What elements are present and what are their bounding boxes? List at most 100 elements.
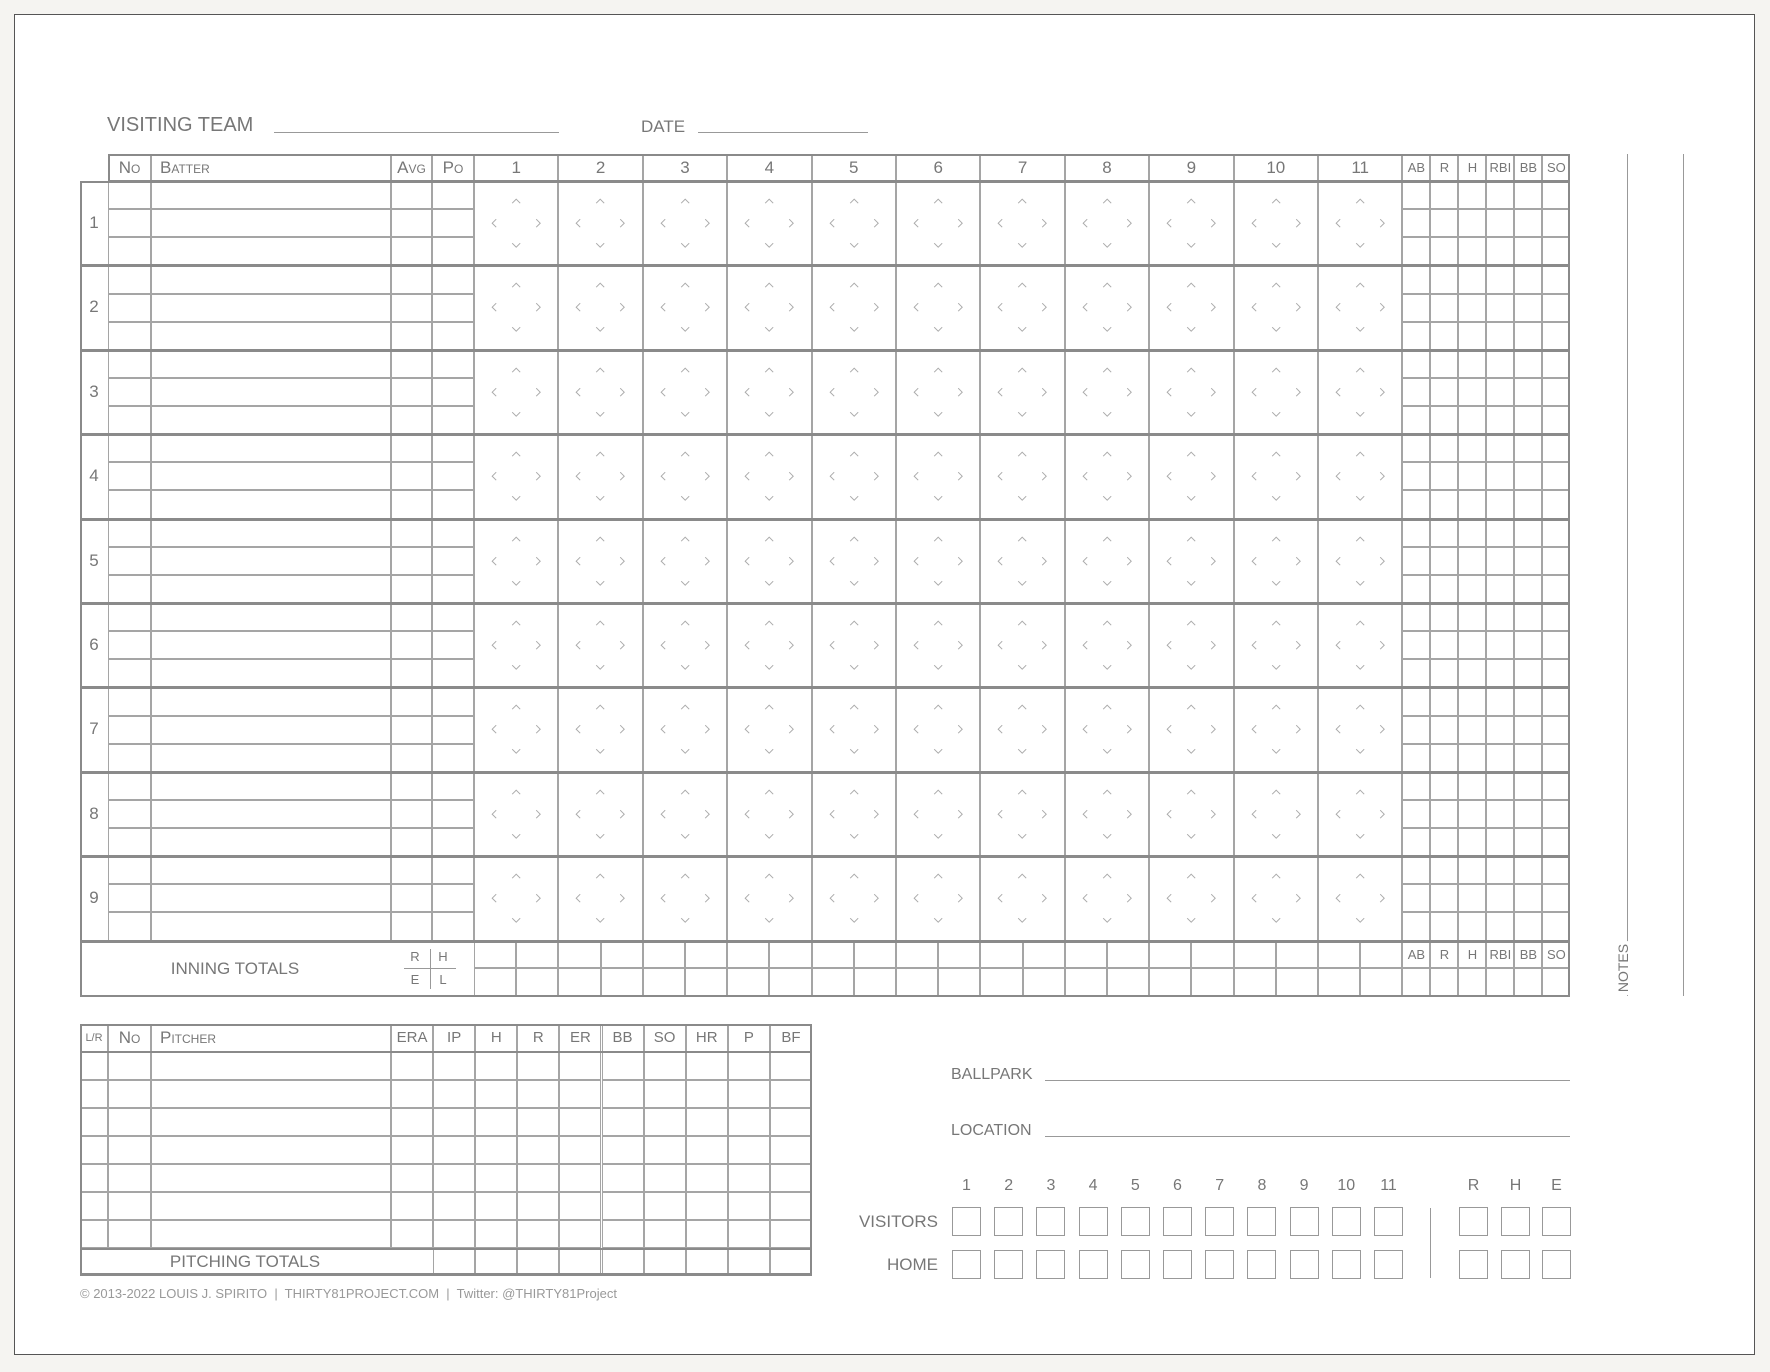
throws-cell[interactable] [80,1220,108,1248]
stat-cell-r[interactable] [1430,209,1459,238]
stat-cell-r[interactable] [1430,237,1459,266]
stat-cell-r[interactable] [1430,321,1459,350]
stat-cell-so[interactable] [1542,490,1571,519]
batter-name-cell[interactable] [151,265,391,294]
stat-cell-rbi[interactable] [1486,518,1515,547]
player-no-cell[interactable] [108,349,151,378]
pitch-stat-cell-hr[interactable] [685,1220,728,1248]
total-stat-cell[interactable] [1458,968,1487,996]
stat-cell-h[interactable] [1458,434,1487,463]
stat-cell-h[interactable] [1458,406,1487,435]
pitch-total-cell[interactable] [727,1248,770,1275]
stat-cell-bb[interactable] [1514,659,1543,688]
stat-cell-bb[interactable] [1514,603,1543,632]
stat-cell-h[interactable] [1458,743,1487,772]
player-no-cell[interactable] [108,856,151,885]
stat-cell-bb[interactable] [1514,631,1543,660]
player-no-cell[interactable] [108,181,151,210]
stat-cell-r[interactable] [1430,912,1459,941]
player-no-cell[interactable] [108,659,151,688]
stat-cell-rbi[interactable] [1486,181,1515,210]
avg-cell[interactable] [391,490,432,519]
visitors-total-box[interactable] [1501,1207,1530,1236]
stat-cell-rbi[interactable] [1486,912,1515,941]
stat-cell-ab[interactable] [1402,434,1431,463]
inning-total-cell[interactable] [1233,940,1276,969]
stat-cell-h[interactable] [1458,856,1487,885]
stat-cell-bb[interactable] [1514,293,1543,322]
inning-total-cell[interactable] [642,940,685,969]
inning-total-cell[interactable] [769,940,812,969]
stat-cell-r[interactable] [1430,518,1459,547]
stat-cell-so[interactable] [1542,687,1571,716]
pitch-stat-cell-p[interactable] [727,1108,770,1136]
pitch-total-cell[interactable] [517,1248,560,1275]
home-inning-box[interactable] [1247,1250,1277,1279]
pitch-stat-cell-so[interactable] [643,1136,686,1164]
pitcher-no-cell[interactable] [108,1164,151,1192]
player-no-cell[interactable] [108,631,151,660]
stat-cell-so[interactable] [1542,546,1571,575]
batter-name-cell[interactable] [151,490,391,519]
stat-cell-r[interactable] [1430,293,1459,322]
stat-cell-rbi[interactable] [1486,237,1515,266]
batter-name-cell[interactable] [151,237,391,266]
pitch-stat-cell-h[interactable] [475,1080,518,1108]
stat-cell-so[interactable] [1542,828,1571,857]
avg-cell[interactable] [391,828,432,857]
home-inning-box[interactable] [1289,1250,1319,1279]
stat-cell-so[interactable] [1542,631,1571,660]
stat-cell-so[interactable] [1542,912,1571,941]
stat-cell-rbi[interactable] [1486,828,1515,857]
inning-total-cell[interactable] [1064,968,1107,996]
total-stat-cell[interactable] [1514,968,1543,996]
ballpark-field[interactable] [1045,1080,1570,1081]
visitors-inning-box[interactable] [994,1207,1024,1236]
stat-cell-ab[interactable] [1402,462,1431,491]
inning-total-cell[interactable] [938,940,981,969]
inning-total-cell[interactable] [853,968,896,996]
pitch-stat-cell-so[interactable] [643,1052,686,1080]
stat-cell-bb[interactable] [1514,321,1543,350]
stat-cell-ab[interactable] [1402,687,1431,716]
pitch-stat-cell-so[interactable] [643,1108,686,1136]
player-no-cell[interactable] [108,518,151,547]
stat-cell-h[interactable] [1458,659,1487,688]
stat-cell-h[interactable] [1458,293,1487,322]
stat-cell-bb[interactable] [1514,518,1543,547]
stat-cell-bb[interactable] [1514,715,1543,744]
pitch-stat-cell-bf[interactable] [769,1080,812,1108]
avg-cell[interactable] [391,631,432,660]
visitors-total-box[interactable] [1542,1207,1571,1236]
stat-cell-bb[interactable] [1514,771,1543,800]
inning-total-cell[interactable] [980,940,1023,969]
pitch-stat-cell-hr[interactable] [685,1192,728,1220]
player-no-cell[interactable] [108,490,151,519]
pitch-total-cell[interactable] [643,1248,686,1275]
pitch-stat-cell-r[interactable] [517,1220,560,1248]
player-no-cell[interactable] [108,574,151,603]
inning-total-cell[interactable] [1233,968,1276,996]
home-inning-box[interactable] [994,1250,1024,1279]
stat-cell-rbi[interactable] [1486,321,1515,350]
avg-cell[interactable] [391,659,432,688]
stat-cell-h[interactable] [1458,574,1487,603]
pitch-stat-cell-er[interactable] [559,1052,602,1080]
inning-total-cell[interactable] [1107,940,1150,969]
pitch-stat-cell-ip[interactable] [433,1052,476,1080]
visitors-inning-box[interactable] [1036,1207,1066,1236]
stat-cell-rbi[interactable] [1486,349,1515,378]
pitch-stat-cell-bf[interactable] [769,1052,812,1080]
inning-total-cell[interactable] [1064,940,1107,969]
avg-cell[interactable] [391,743,432,772]
pitch-stat-cell-bf[interactable] [769,1192,812,1220]
avg-cell[interactable] [391,462,432,491]
stat-cell-so[interactable] [1542,293,1571,322]
stat-cell-bb[interactable] [1514,828,1543,857]
avg-cell[interactable] [391,715,432,744]
player-no-cell[interactable] [108,462,151,491]
stat-cell-h[interactable] [1458,603,1487,632]
position-cell[interactable] [432,912,474,941]
stat-cell-rbi[interactable] [1486,856,1515,885]
inning-total-cell[interactable] [516,940,559,969]
